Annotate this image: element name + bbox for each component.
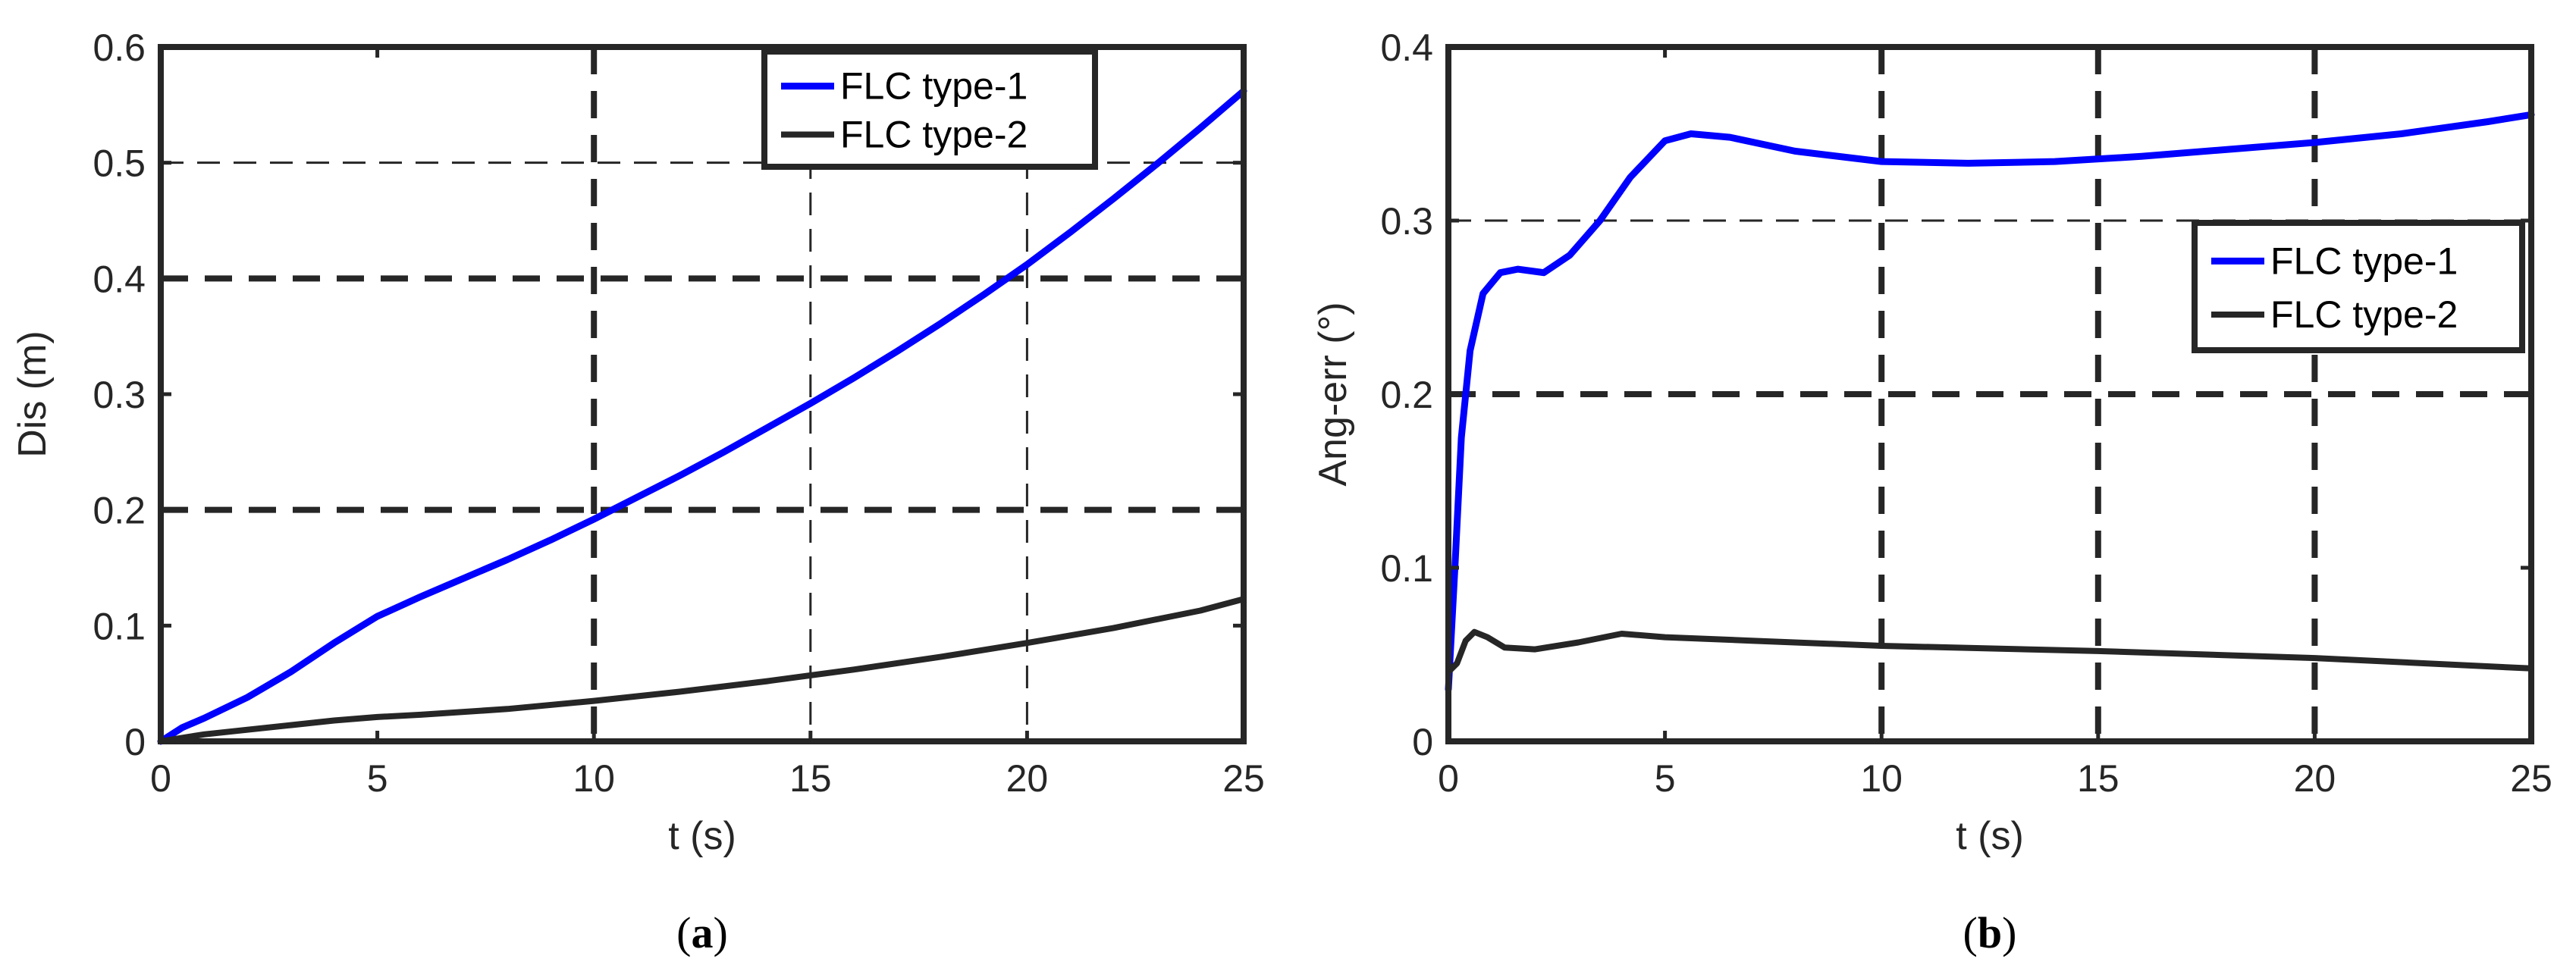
panel-caption-letter: b	[1978, 908, 2002, 957]
series-line-2	[158, 596, 1247, 744]
legend-entry-2: FLC type-2	[840, 113, 1028, 155]
y-tick-label: 0	[124, 721, 146, 763]
y-tick-label: 0.3	[1380, 200, 1433, 243]
legend-box	[2192, 220, 2525, 353]
series-line-1	[1445, 111, 2535, 693]
x-tick-label: 20	[2294, 757, 2336, 800]
legend: FLC type-1 FLC type-2	[2192, 220, 2525, 353]
panel-caption: (a)	[676, 908, 728, 957]
legend-entry-2: FLC type-2	[2270, 293, 2458, 336]
x-tick-label: 15	[2077, 757, 2119, 800]
chart-panel-a: 0 5 10 15 20 25 0 0.1 0.2 0.3 0.4 0.5 0.6 t (s) Dis (m…	[11, 27, 1265, 957]
x-tick-label: 10	[573, 757, 615, 800]
chart-panel-b: 0 5 10 15 20 25 0 0.1 0.2 0.3 0.4 t (s) Ang-err (°) F…	[1311, 27, 2552, 957]
y-axis-label: Dis (m)	[11, 330, 55, 458]
y-tick-label: 0.5	[93, 143, 146, 185]
x-tick-label: 25	[1222, 757, 1265, 800]
y-tick-label: 0.4	[1380, 27, 1433, 69]
legend-entry-1: FLC type-1	[2270, 240, 2458, 282]
legend-entry-1: FLC type-1	[840, 65, 1028, 108]
y-tick-label: 0.3	[93, 374, 146, 416]
y-tick-label: 0.6	[93, 27, 146, 69]
x-tick-label: 5	[1655, 757, 1676, 800]
panel-caption-letter: a	[692, 908, 714, 957]
y-tick-label: 0	[1412, 721, 1433, 763]
x-axis-label: t (s)	[1956, 814, 2024, 858]
x-tick-label: 10	[1860, 757, 1903, 800]
panel-caption: (b)	[1963, 908, 2017, 957]
y-axis-label: Ang-err (°)	[1311, 302, 1355, 486]
x-tick-label: 5	[367, 757, 388, 800]
legend-box	[761, 49, 1098, 170]
x-tick-label: 0	[150, 757, 171, 800]
y-tick-label: 0.2	[93, 490, 146, 532]
x-tick-label: 20	[1006, 757, 1049, 800]
x-axis-label: t (s)	[668, 814, 736, 858]
y-tick-label: 0.2	[1380, 374, 1433, 416]
x-tick-label: 25	[2510, 757, 2552, 800]
series-line-2	[1445, 628, 2534, 675]
y-tick-label: 0.1	[93, 605, 146, 647]
legend: FLC type-1 FLC type-2	[761, 49, 1098, 170]
x-tick-label: 0	[1438, 757, 1459, 800]
x-tick-label: 15	[789, 757, 832, 800]
y-tick-label: 0.4	[93, 258, 146, 300]
series-line-1	[157, 87, 1247, 745]
y-tick-label: 0.1	[1380, 547, 1433, 590]
